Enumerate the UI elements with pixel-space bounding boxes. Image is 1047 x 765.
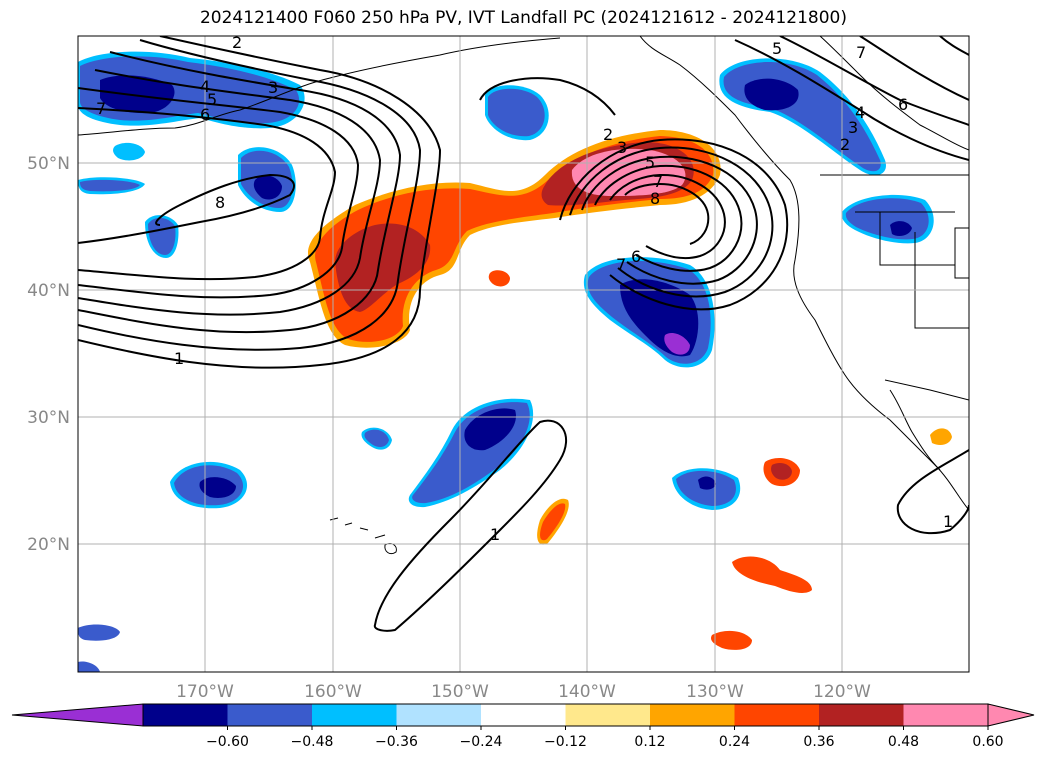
lon-label: 170°W bbox=[176, 682, 234, 702]
colorbar-tick-label: 0.48 bbox=[888, 734, 919, 750]
lat-label: 20°N bbox=[27, 535, 70, 555]
colorbar-cell bbox=[565, 704, 651, 726]
contour-label: 8 bbox=[215, 193, 225, 212]
contour-label: 8 bbox=[650, 189, 660, 208]
contour-label: 4 bbox=[855, 103, 865, 122]
map-content: 1 8 4 5 6 3 7 2 2 3 5 7 8 6 7 5 7 6 4 3 … bbox=[78, 33, 969, 672]
colorbar-tick-label: −0.24 bbox=[460, 734, 503, 750]
colorbar-tick-label: −0.60 bbox=[206, 734, 249, 750]
contour-label: 5 bbox=[207, 90, 217, 109]
contour-label: 1 bbox=[490, 525, 500, 544]
colorbar-cell bbox=[734, 704, 820, 726]
lon-label: 120°W bbox=[813, 682, 871, 702]
colorbar-cell bbox=[650, 704, 735, 726]
colorbar-cell bbox=[312, 704, 397, 726]
contour-label: 6 bbox=[200, 105, 210, 124]
colorbar-under-extension bbox=[11, 703, 144, 727]
colorbar-over-extension bbox=[987, 703, 1035, 727]
colorbar-ticks: −0.60 −0.48 −0.36 −0.24 −0.12 0.12 0.24 0.36 0.4… bbox=[206, 726, 1004, 750]
contour-label: 5 bbox=[645, 153, 655, 172]
gridlines bbox=[78, 36, 969, 672]
colorbar-tick-label: 0.12 bbox=[634, 734, 665, 750]
colorbar-cell bbox=[396, 704, 482, 726]
contour-label: 4 bbox=[200, 77, 210, 96]
coastlines bbox=[78, 36, 969, 555]
positive-small-patches bbox=[488, 270, 952, 650]
colorbar-cell bbox=[481, 704, 566, 726]
colorbar-tick-label: 0.36 bbox=[803, 734, 834, 750]
colorbar-tick-label: 0.60 bbox=[972, 734, 1003, 750]
contour-label: 7 bbox=[856, 43, 866, 62]
colorbar-cells bbox=[142, 703, 989, 727]
contour-label: 3 bbox=[268, 78, 278, 97]
longitude-labels: 170°W 160°W 150°W 140°W 130°W 120°W bbox=[176, 682, 871, 702]
colorbar-cell bbox=[227, 704, 313, 726]
map-panel bbox=[78, 36, 969, 672]
lon-label: 160°W bbox=[304, 682, 362, 702]
contour-label: 2 bbox=[603, 125, 613, 144]
colorbar-tick-label: −0.48 bbox=[291, 734, 334, 750]
colorbar: −0.60 −0.48 −0.36 −0.24 −0.12 0.12 0.24 0.36 0.4… bbox=[11, 703, 1035, 750]
contour-label: 2 bbox=[840, 135, 850, 154]
lon-label: 150°W bbox=[431, 682, 489, 702]
colorbar-tick-label: −0.12 bbox=[544, 734, 587, 750]
contour-labels: 1 8 4 5 6 3 7 2 2 3 5 7 8 6 7 5 7 6 4 3 … bbox=[96, 33, 953, 544]
colorbar-tick-label: −0.36 bbox=[375, 734, 418, 750]
contour-label: 5 bbox=[772, 39, 782, 58]
lon-label: 130°W bbox=[686, 682, 744, 702]
contour-label: 7 bbox=[653, 172, 663, 191]
contour-label: 3 bbox=[617, 138, 627, 157]
lat-label: 30°N bbox=[27, 408, 70, 428]
colorbar-cell bbox=[819, 704, 904, 726]
contour-label: 1 bbox=[174, 349, 184, 368]
contour-label: 1 bbox=[943, 512, 953, 531]
contour-label: 7 bbox=[96, 99, 106, 118]
contour-label: 2 bbox=[232, 33, 242, 52]
lat-label: 50°N bbox=[27, 154, 70, 174]
ivt-contours bbox=[78, 36, 969, 632]
colorbar-cell bbox=[143, 704, 228, 726]
contour-label: 7 bbox=[616, 255, 626, 274]
colorbar-tick-label: 0.24 bbox=[719, 734, 750, 750]
map-border bbox=[77, 35, 970, 673]
contour-label: 6 bbox=[898, 95, 908, 114]
lat-label: 40°N bbox=[27, 281, 70, 301]
map-title: 2024121400 F060 250 hPa PV, IVT Landfall… bbox=[199, 8, 847, 28]
contour-label: 6 bbox=[631, 247, 641, 266]
contour-label: 3 bbox=[848, 118, 858, 137]
colorbar-cell bbox=[903, 704, 989, 726]
lon-label: 140°W bbox=[558, 682, 616, 702]
latitude-labels: 50°N 40°N 30°N 20°N bbox=[27, 154, 70, 555]
